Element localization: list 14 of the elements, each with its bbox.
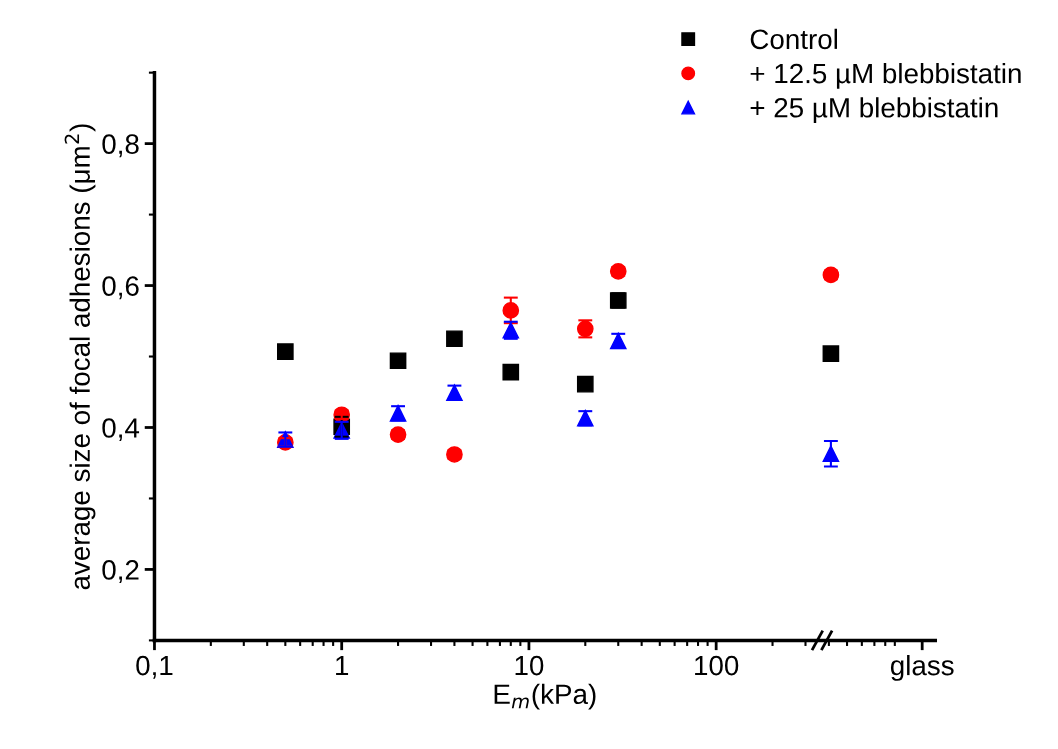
x-axis-title: E$_{m}$(kPa) — [494, 683, 596, 710]
y-tick-label: 0,4 — [102, 418, 140, 442]
y-tick-label: 0,2 — [102, 560, 139, 584]
y-tick-label: 0,6 — [102, 276, 139, 300]
x-tick-label: 10 — [515, 655, 544, 676]
legend-label: + 25 µM blebbistatin — [750, 97, 998, 124]
y-tick-label: 0,8 — [102, 134, 139, 158]
x-tick-label: 1 — [336, 656, 349, 676]
legend-label: Control — [750, 28, 838, 50]
x-tick-label: glass — [890, 654, 954, 681]
legend-label: + 12.5 µM blebbistatin — [750, 62, 1021, 89]
y-axis-title: average size of focal adhesions (μm$^{2}$) — [64, 124, 96, 590]
x-tick-label: 100 — [695, 655, 739, 676]
x-tick-label: 0,1 — [136, 655, 173, 679]
